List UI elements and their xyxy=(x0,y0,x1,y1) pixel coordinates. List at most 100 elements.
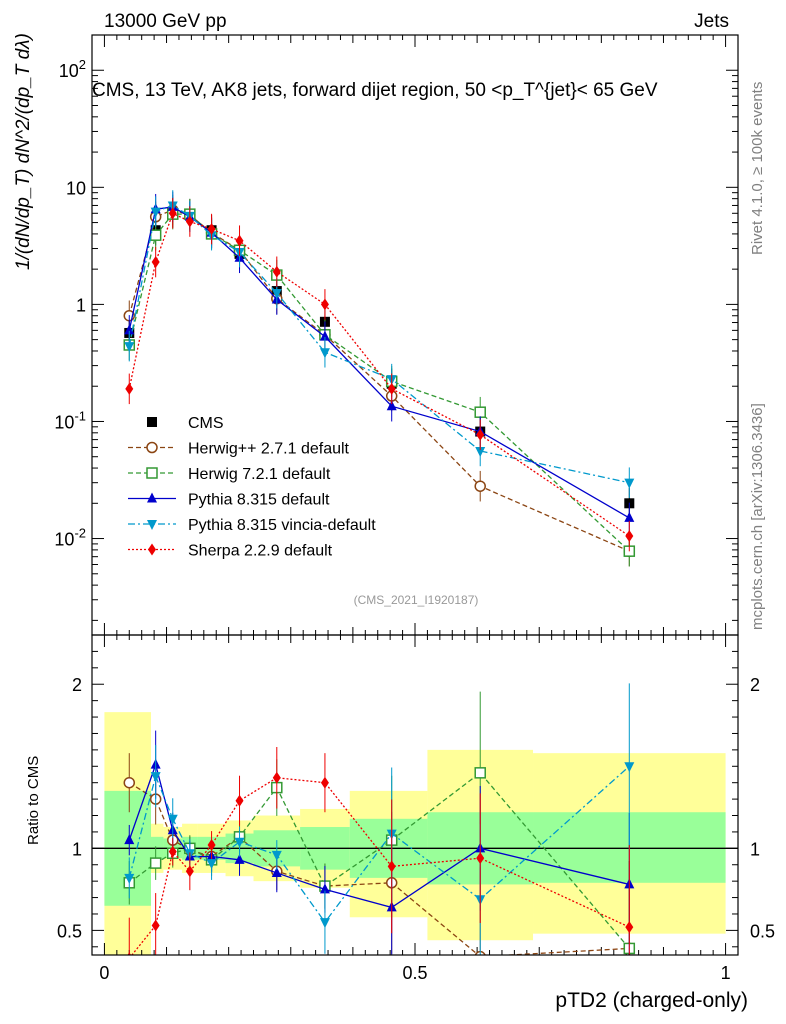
legend-label: CMS xyxy=(188,415,224,432)
ratio-data-point xyxy=(271,850,282,861)
rivet-label: Rivet 4.1.0, ≥ 100k events xyxy=(749,82,766,255)
legend-marker xyxy=(146,441,158,454)
category-label: Jets xyxy=(694,11,729,32)
ratio-data-point xyxy=(474,767,486,779)
ratio-data-point xyxy=(185,865,194,878)
ratio-data-point xyxy=(168,845,177,858)
analysis-id: (CMS_2021_I1920187) xyxy=(354,593,479,607)
data-point xyxy=(235,234,244,247)
y-tick-label: 10-1 xyxy=(54,408,86,432)
ratio-series-sherpa-2-2-9-default xyxy=(127,747,634,955)
ratio-series-group xyxy=(123,683,636,955)
ratio-data-point xyxy=(149,857,162,869)
data-point xyxy=(474,480,486,492)
x-tick-label: 0 xyxy=(99,963,109,983)
ratio-data-point xyxy=(319,883,330,894)
legend-label: Herwig++ 2.7.1 default xyxy=(188,441,350,458)
ratio-axis-ticks: 0.5 0.5 1 1 2 2 0 0.5 1 xyxy=(57,635,775,983)
site-label-text: mcplots.cern.ch [arXiv:1306.3436] xyxy=(749,403,766,630)
site-label: mcplots.cern.ch [arXiv:1306.3436] xyxy=(749,403,766,630)
ratio-frame xyxy=(91,634,739,956)
ratio-data-point xyxy=(127,952,132,955)
ratio-panel xyxy=(92,712,738,955)
data-point xyxy=(320,298,329,311)
data-point xyxy=(475,446,486,457)
y-tick-label: 10-2 xyxy=(54,526,86,550)
legend-marker xyxy=(148,543,156,556)
x-tick-label: 0.5 xyxy=(402,963,427,983)
ratio-data-point xyxy=(207,839,216,852)
legend: CMS Herwig++ 2.7.1 default Herwig 7.2.1 de… xyxy=(128,415,376,560)
data-point xyxy=(319,348,330,359)
data-point xyxy=(185,215,194,228)
ratio-y-axis-title: Ratio to CMS xyxy=(25,756,42,845)
ratio-data-point xyxy=(320,776,329,789)
ratio-series-line xyxy=(128,765,630,924)
main-series-group xyxy=(123,190,636,567)
ratio-data-point xyxy=(476,852,485,865)
legend-marker xyxy=(146,467,158,479)
legend-label: Sherpa 2.2.9 default xyxy=(188,543,333,560)
main-axis-ticks: 10-2 10-1 1 10 102 xyxy=(54,34,738,635)
legend-marker xyxy=(147,520,157,530)
ratio-y-tick-label-right: 2 xyxy=(750,675,760,695)
ratio-y-tick-label: 2 xyxy=(72,675,82,695)
ratio-y-tick-label: 0.5 xyxy=(57,921,82,941)
x-tick-label: 1 xyxy=(721,963,731,983)
legend-label: Herwig 7.2.1 default xyxy=(188,466,331,483)
data-point xyxy=(387,382,396,395)
data-point xyxy=(624,478,635,489)
ratio-data-point xyxy=(124,873,135,884)
ratio-data-point xyxy=(151,919,160,932)
ratio-y-tick-label: 1 xyxy=(72,839,82,859)
energy-label: 13000 GeV pp xyxy=(104,11,227,32)
ratio-data-point xyxy=(150,772,161,783)
rivet-label-text: Rivet 4.1.0, ≥ 100k events xyxy=(749,82,766,255)
data-point xyxy=(151,256,160,269)
main-y-axis-title: 1/(dN/dp_T) dN^2/(dp_T dλ) xyxy=(13,33,34,270)
y-tick-label: 10 xyxy=(66,178,86,198)
ratio-series-clipped xyxy=(123,683,636,955)
data-point xyxy=(272,265,281,278)
ratio-data-point xyxy=(625,921,634,934)
ratio-data-point xyxy=(124,834,135,845)
main-y-axis-title-text: 1/(dN/dp_T) dN^2/(dp_T dλ) xyxy=(13,33,34,270)
series-sherpa-2-2-9-default xyxy=(125,198,634,552)
y-tick-label: 102 xyxy=(59,57,86,81)
ratio-data-point xyxy=(234,837,245,848)
legend-label: Pythia 8.315 vincia-default xyxy=(188,517,376,534)
ratio-data-point xyxy=(206,859,217,870)
data-point xyxy=(168,207,177,220)
data-point xyxy=(207,223,216,236)
series-line xyxy=(128,212,630,537)
ratio-data-point xyxy=(319,918,330,929)
ratio-data-point xyxy=(123,776,136,789)
ratio-y-tick-label-right: 1 xyxy=(750,839,760,859)
data-point xyxy=(150,207,161,218)
ratio-data-point xyxy=(235,794,244,807)
legend-marker xyxy=(147,492,157,503)
data-point xyxy=(624,511,635,522)
x-axis-title: pTD2 (charged-only) xyxy=(555,989,748,1012)
data-point xyxy=(271,289,282,300)
ratio-y-axis-title-text: Ratio to CMS xyxy=(25,756,42,845)
legend-marker xyxy=(147,417,157,427)
plot-title: CMS, 13 TeV, AK8 jets, forward dijet reg… xyxy=(92,80,658,101)
ratio-data-point xyxy=(387,860,396,873)
ratio-data-point xyxy=(167,814,178,825)
y-tick-label: 1 xyxy=(76,295,86,315)
ratio-y-tick-label-right: 0.5 xyxy=(750,921,775,941)
data-point xyxy=(625,530,634,543)
legend-label: Pythia 8.315 default xyxy=(188,492,330,509)
data-point xyxy=(386,400,397,411)
data-point xyxy=(125,382,134,395)
data-point xyxy=(124,324,135,335)
ratio-data-point xyxy=(234,853,245,864)
ratio-data-point xyxy=(624,762,635,773)
ratio-data-point xyxy=(271,866,282,877)
ratio-series-line xyxy=(131,777,630,955)
data-point xyxy=(474,406,486,418)
ratio-data-point xyxy=(272,771,281,784)
data-point xyxy=(124,342,135,353)
